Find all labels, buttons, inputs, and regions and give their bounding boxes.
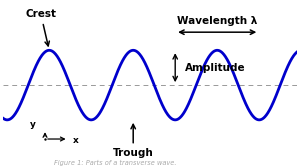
- Text: Wavelength λ: Wavelength λ: [177, 16, 257, 26]
- Text: Figure 1: Parts of a transverse wave.: Figure 1: Parts of a transverse wave.: [54, 160, 176, 166]
- Text: Crest: Crest: [25, 9, 56, 46]
- Text: Trough: Trough: [113, 124, 154, 158]
- Text: y: y: [30, 120, 36, 129]
- Text: Amplitude: Amplitude: [185, 63, 246, 73]
- Text: x: x: [73, 136, 79, 145]
